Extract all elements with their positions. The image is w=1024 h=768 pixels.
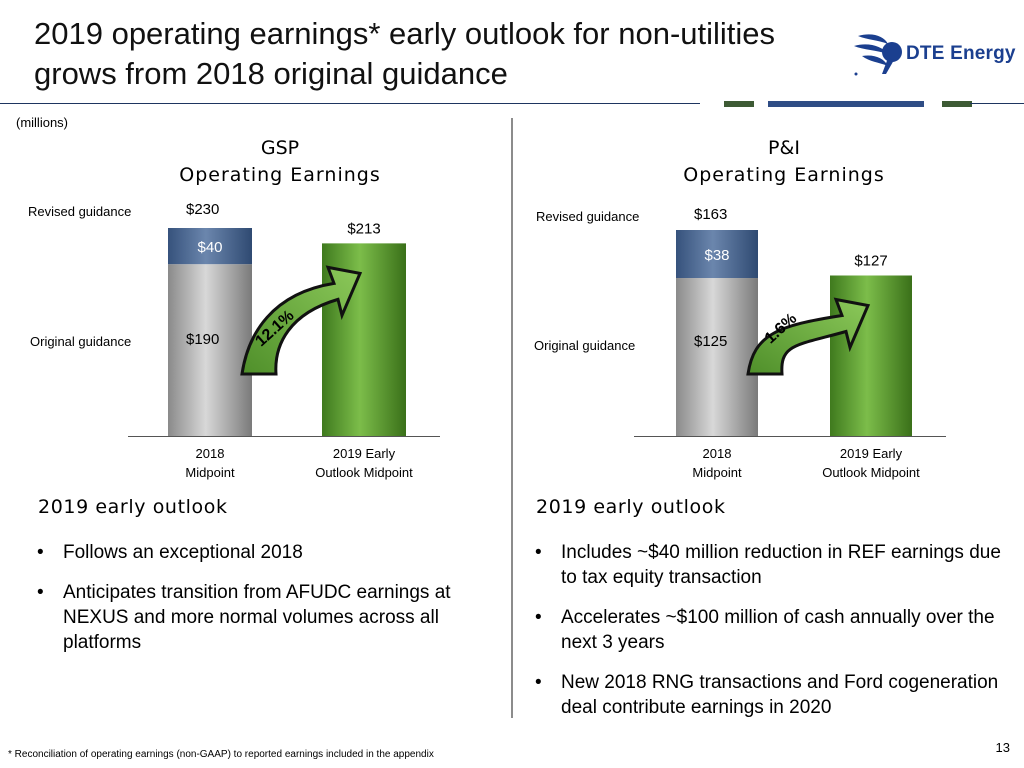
gsp-original-label: Original guidance [30,334,131,349]
gsp-category-label-2-2: Outlook Midpoint [315,465,413,480]
pi-category-label-2-1: 2019 Early [840,446,903,461]
gsp-category-label-1-1: 2018 [196,446,225,461]
pi-bar-increment [676,230,758,279]
gsp-revised-value: $230 [186,201,219,218]
title-line-1: 2019 operating earnings* early outlook f… [34,16,776,51]
pi-category-label-1-2: Midpoint [692,465,742,480]
logo-text: DTE Energy [906,43,1016,64]
pi-increment-value: $38 [704,247,729,264]
right-outlook-heading: 2019 early outlook [536,496,726,518]
gsp-chart-subtitle: Operating Earnings [179,164,380,186]
gsp-category-label-2-1: 2019 Early [333,446,396,461]
header-rule-right [970,103,1024,104]
pi-outlook-value: $127 [854,252,887,269]
left-bullet-1: Follows an exceptional 2018 [37,540,487,565]
pi-revised-value: $163 [694,206,727,223]
gsp-original-value: $190 [186,331,219,348]
dte-logo-icon [854,34,902,76]
footnote: * Reconciliation of operating earnings (… [8,749,434,760]
pi-chart-subtitle: Operating Earnings [683,164,884,186]
pi-original-label: Original guidance [534,338,635,353]
charts-svg: GSP Operating Earnings Revised guidance Ori… [28,137,946,480]
gsp-increment-value: $40 [197,239,222,256]
gsp-outlook-value: $213 [347,220,380,237]
pi-original-value: $125 [694,333,727,350]
title-line-2: grows from 2018 original guidance [34,56,508,91]
header-rule-accent-green-1 [724,101,754,107]
gsp-bar-original [168,264,252,436]
header-rule-left [0,103,700,104]
page-title: 2019 operating earnings* early outlook f… [34,14,834,94]
units-label: (millions) [16,115,68,130]
gsp-revised-label: Revised guidance [28,204,131,219]
pi-growth-arrow [746,297,871,376]
pi-category-label-2-2: Outlook Midpoint [822,465,920,480]
left-bullet-2: Anticipates transition from AFUDC earnin… [37,580,487,655]
gsp-category-label-1-2: Midpoint [185,465,235,480]
gsp-chart-title: GSP [261,137,299,159]
section-divider [511,118,513,718]
left-outlook-list: Follows an exceptional 2018 Anticipates … [37,540,487,670]
pi-category-label-1-1: 2018 [703,446,732,461]
right-outlook-list: Includes ~$40 million reduction in REF e… [535,540,1017,735]
pi-chart-title: P&I [768,137,800,159]
right-bullet-1: Includes ~$40 million reduction in REF e… [535,540,1017,590]
header-rule-accent-blue [768,101,924,107]
header-rule-accent-green-2 [942,101,972,107]
right-bullet-2: Accelerates ~$100 million of cash annual… [535,605,1017,655]
pi-revised-label: Revised guidance [536,209,639,224]
pi-bar-original [676,278,758,436]
gsp-bar-increment [168,228,252,265]
page-number: 13 [995,740,1010,755]
left-outlook-heading: 2019 early outlook [38,496,228,518]
right-bullet-3: New 2018 RNG transactions and Ford cogen… [535,670,1017,720]
gsp-growth-arrow [240,265,363,376]
